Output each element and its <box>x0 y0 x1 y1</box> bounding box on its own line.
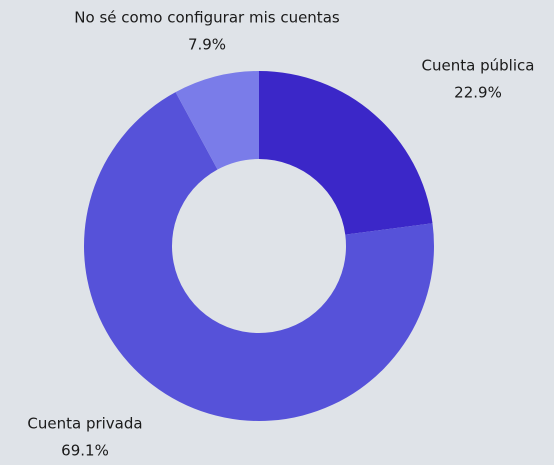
slice <box>175 71 259 170</box>
slice <box>84 92 434 421</box>
slice-value: 7.9% <box>188 36 226 54</box>
slice-value: 22.9% <box>454 84 502 102</box>
slice <box>259 71 433 235</box>
slice-label: Cuenta privada <box>27 415 142 433</box>
slice-label: Cuenta pública <box>422 57 535 75</box>
slice-label: No sé como configurar mis cuentas <box>74 9 340 27</box>
slice-value: 69.1% <box>61 442 109 460</box>
